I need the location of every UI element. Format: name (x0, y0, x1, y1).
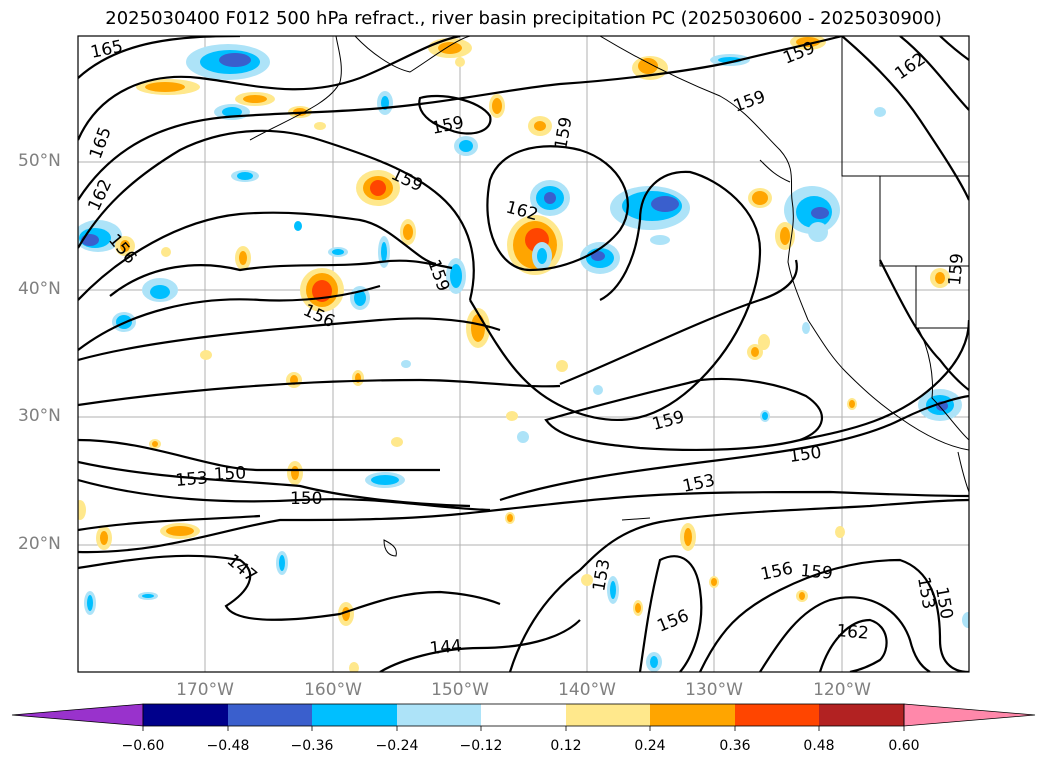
colorbar-tick: −0.60 (121, 738, 165, 754)
lon-label-170w: 170°W (176, 680, 234, 700)
colorbar-tick: −0.12 (459, 738, 503, 754)
contour-labels: 165 165 162 156 159 162 159 159 159 159 … (84, 37, 967, 659)
colorbar-extend-min (11, 703, 144, 727)
lat-label-50n: 50°N (18, 151, 61, 171)
colorbar-tick: −0.48 (206, 738, 250, 754)
lat-label-40n: 40°N (18, 279, 61, 299)
colorbar-segment (566, 704, 650, 726)
colorbar-tick: 0.12 (550, 738, 582, 754)
lon-label-160w: 160°W (304, 680, 362, 700)
colorbar-tick: 0.60 (888, 738, 920, 754)
map-frame-bg (78, 36, 969, 672)
precip-shading (78, 36, 969, 672)
contours (78, 36, 969, 672)
contour-label: 162 (836, 621, 870, 644)
lon-label-130w: 130°W (685, 680, 743, 700)
colorbar-segment (819, 704, 904, 726)
colorbar-tick: 0.36 (719, 738, 751, 754)
colorbar-segment (143, 704, 228, 726)
map-frame (77, 35, 970, 673)
colorbar-outline (142, 703, 905, 727)
colorbar-tick: −0.36 (290, 738, 334, 754)
contour-label: 159 (945, 252, 968, 286)
lat-label-30n: 30°N (18, 406, 61, 426)
colorbar-extend-max (903, 703, 1036, 727)
colorbar-tick: 0.24 (634, 738, 666, 754)
colorbar-tick: 0.48 (803, 738, 835, 754)
contour-label: 150 (290, 489, 322, 509)
lon-label-150w: 150°W (431, 680, 489, 700)
lon-label-140w: 140°W (558, 680, 616, 700)
colorbar-segment (397, 704, 481, 726)
colorbar-segment (228, 704, 312, 726)
contour-label: 150 (788, 443, 823, 467)
contour-label: 159 (800, 561, 834, 584)
map-title: 2025030400 F012 500 hPa refract., river … (105, 8, 942, 29)
colorbar-segment (312, 704, 397, 726)
lon-label-120w: 120°W (813, 680, 871, 700)
colorbar-segment (735, 704, 819, 726)
colorbar-tick: −0.24 (375, 738, 419, 754)
contour-label: 144 (429, 636, 463, 659)
colorbar-segment (650, 704, 735, 726)
contour-label: 153 (175, 468, 209, 491)
colorbar (11, 703, 1036, 731)
lat-label-20n: 20°N (18, 534, 61, 554)
colorbar-segment (481, 704, 566, 726)
contour-label: 150 (213, 463, 246, 485)
